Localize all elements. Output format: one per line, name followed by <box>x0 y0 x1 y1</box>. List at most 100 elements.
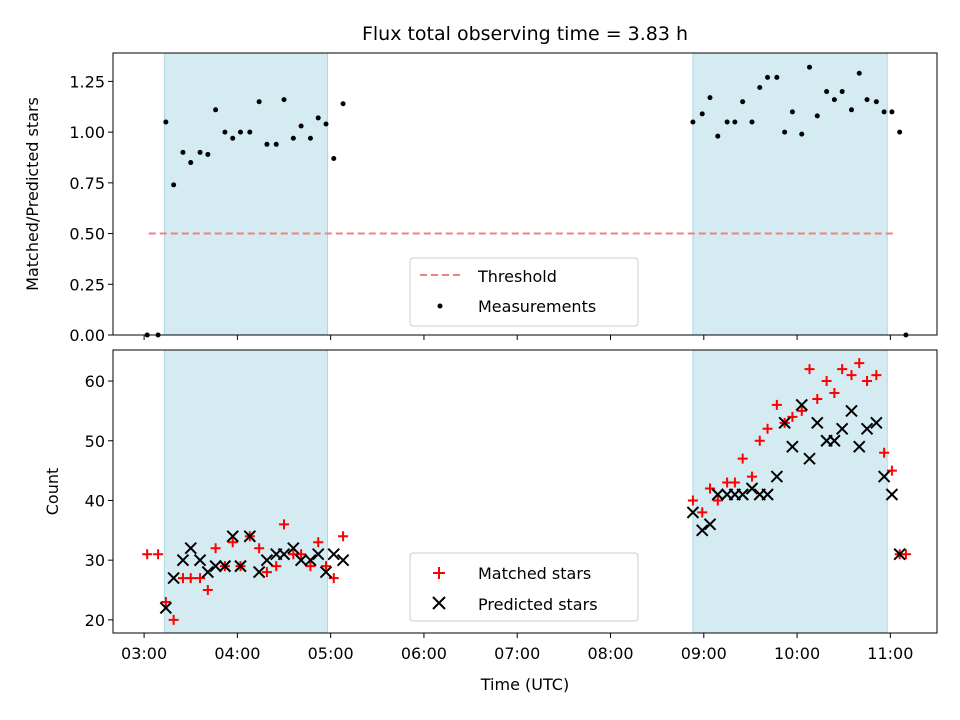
matched-star-point <box>804 364 815 375</box>
measurement-point <box>789 109 795 115</box>
predicted-star-point <box>167 571 180 585</box>
predicted-star-point <box>811 416 824 430</box>
measurement-point <box>715 133 721 139</box>
top-y-ticks: 0.00 0.25 0.50 0.75 1.00 1.25 <box>69 72 113 345</box>
matched-star-point <box>821 376 832 387</box>
x-tick-label: 06:00 <box>401 644 447 663</box>
measurement-point <box>188 160 194 166</box>
measurement-point <box>873 99 879 105</box>
predicted-star-point <box>287 542 300 555</box>
matched-star-point <box>862 376 873 387</box>
predicted-star-point <box>703 518 717 531</box>
predicted-star-point <box>243 530 257 543</box>
predicted-star-point <box>319 565 333 579</box>
predicted-star-point <box>336 553 350 567</box>
top-x-ticks <box>143 335 891 340</box>
x-tick-label: 07:00 <box>494 644 540 663</box>
top-legend: Threshold Measurements <box>409 257 639 327</box>
x-tick-label: 03:00 <box>121 644 167 663</box>
matched-star-point <box>771 399 782 410</box>
matched-star-point <box>886 465 897 476</box>
predicted-star-point <box>853 440 866 453</box>
measurement-point <box>732 119 738 125</box>
matched-star-point <box>729 477 740 488</box>
matched-star-point <box>737 453 748 464</box>
measurement-point <box>307 135 313 141</box>
measurement-point <box>290 135 296 141</box>
top-panel: 0.00 0.25 0.50 0.75 1.00 1.25 Matched/Predict… <box>23 52 938 345</box>
measurement-point <box>690 119 696 125</box>
measurement-point <box>749 119 755 125</box>
legend-predicted-swatch <box>432 596 446 610</box>
matched-star-point <box>871 370 882 381</box>
measurement-point <box>298 123 304 129</box>
matched-star-point <box>796 405 807 416</box>
legend-threshold-label: Threshold <box>477 267 557 286</box>
x-tick-label: 08:00 <box>587 644 633 663</box>
y-tick-label: 20 <box>85 611 105 630</box>
measurement-point <box>256 99 262 105</box>
measurement-point <box>856 70 862 76</box>
measurement-point <box>230 135 236 141</box>
y-tick-label: 0.00 <box>69 326 105 345</box>
predicted-star-point <box>159 601 173 615</box>
measurement-point <box>180 149 186 155</box>
x-tick-label: 09:00 <box>681 644 727 663</box>
bottom-legend: Matched stars Predicted stars <box>409 552 639 622</box>
predicted-star-point <box>778 416 791 430</box>
matched-star-point <box>271 561 282 572</box>
measurement-point <box>264 141 270 147</box>
matched-star-point <box>712 495 723 506</box>
y-tick-label: 1.00 <box>69 123 105 142</box>
matched-star-point <box>185 573 196 584</box>
matched-star-point <box>305 561 316 572</box>
matched-star-point <box>195 573 206 584</box>
predicted-star-point <box>711 488 724 501</box>
measurement-point <box>222 129 228 135</box>
y-tick-label: 50 <box>85 432 105 451</box>
measurement-point <box>707 95 713 101</box>
predicted-star-point <box>277 547 291 561</box>
measurement-point <box>839 89 845 95</box>
measurement-point <box>205 151 211 157</box>
matched-star-point <box>837 364 848 375</box>
predicted-star-point <box>209 559 222 573</box>
y-tick-label: 40 <box>85 491 105 510</box>
matched-star-point <box>338 531 349 542</box>
legend-measurements-swatch <box>437 303 443 309</box>
predicted-star-point <box>870 416 883 430</box>
measurement-point <box>848 107 854 113</box>
measurement-point <box>197 149 203 155</box>
predicted-star-point <box>761 488 774 501</box>
predicted-star-point <box>770 470 784 483</box>
top-y-axis-label: Matched/Predicted stars <box>23 97 42 291</box>
matched-star-point <box>846 370 857 381</box>
matched-star-point <box>754 435 765 446</box>
measurement-point <box>247 129 253 135</box>
matched-star-point <box>160 596 171 607</box>
shaded-interval-0 <box>163 52 329 336</box>
bottom-y-axis-label: Count <box>43 468 62 516</box>
predicted-star-point <box>885 488 899 501</box>
measurement-point <box>799 131 805 137</box>
top-legend-box <box>409 257 639 327</box>
measurement-point <box>724 119 730 125</box>
measurement-point <box>171 182 177 188</box>
y-tick-label: 0.50 <box>69 225 105 244</box>
matched-star-point <box>227 537 238 548</box>
measurement-point <box>331 155 337 161</box>
matched-star-point <box>829 387 840 398</box>
predicted-star-point <box>893 547 906 561</box>
predicted-star-point <box>877 470 891 483</box>
predicted-star-point <box>260 553 274 567</box>
top-axes-frame <box>112 52 938 336</box>
matched-star-point <box>254 543 265 554</box>
x-tick-label: 11:00 <box>867 644 913 663</box>
predicted-star-point <box>736 488 749 501</box>
measurement-point <box>340 101 346 107</box>
measurement-point <box>213 107 219 113</box>
shaded-interval-0 <box>163 349 329 634</box>
legend-measurements-label: Measurements <box>478 297 596 316</box>
x-axis-label: Time (UTC) <box>480 675 569 694</box>
